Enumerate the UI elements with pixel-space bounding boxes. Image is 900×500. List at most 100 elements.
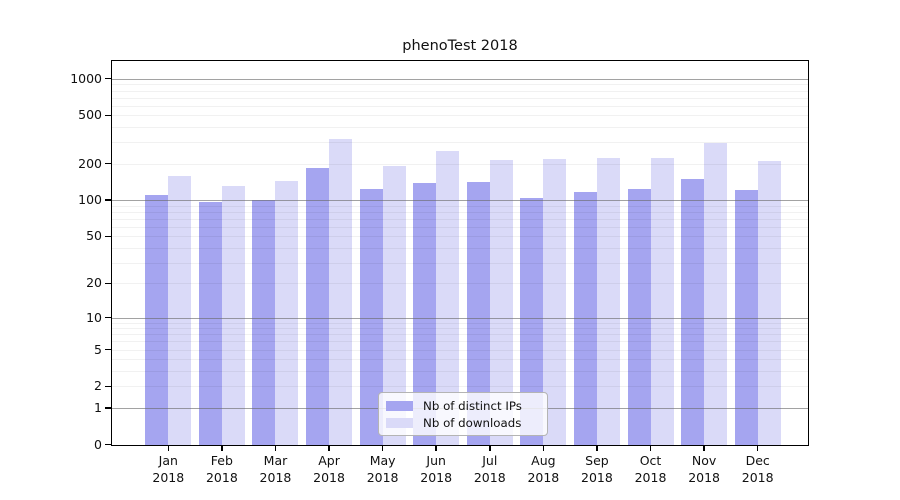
- y-gridline-major: [112, 78, 808, 80]
- x-tick-mark: [489, 444, 491, 451]
- x-tick-label: Apr 2018: [313, 452, 345, 485]
- y-gridline-minor: [112, 90, 808, 92]
- bar-downloads: [704, 142, 728, 445]
- y-tick-label: 20: [86, 275, 102, 291]
- x-tick-mark: [596, 444, 598, 451]
- y-tick-mark: [105, 407, 112, 409]
- x-tick-mark: [542, 444, 545, 451]
- x-tick-label: Jul 2018: [473, 452, 506, 485]
- bar-distinct-ips: [145, 195, 169, 445]
- x-tick-mark: [381, 444, 384, 451]
- bar-distinct-ips: [520, 198, 544, 445]
- y-tick-mark: [105, 348, 112, 351]
- y-gridline-minor: [112, 283, 808, 285]
- x-tick-label: Aug 2018: [527, 452, 560, 485]
- bar-downloads: [275, 181, 299, 445]
- legend-entry-downloads: Nb of downloads: [386, 415, 540, 432]
- bar-downloads: [650, 157, 674, 445]
- y-tick-label: 50: [86, 228, 102, 244]
- bar-downloads: [436, 150, 460, 445]
- x-tick-label: May 2018: [366, 452, 399, 485]
- bar-downloads: [329, 138, 353, 445]
- y-gridline-minor: [112, 205, 808, 207]
- y-tick-label: 2: [94, 378, 102, 394]
- bar-downloads: [596, 158, 620, 445]
- y-tick-label: 1: [94, 399, 102, 415]
- y-tick-mark: [105, 199, 112, 201]
- y-gridline-minor: [112, 211, 808, 213]
- bar-distinct-ips: [627, 189, 651, 445]
- y-gridline-minor: [112, 334, 808, 336]
- y-gridline-minor: [112, 247, 808, 249]
- y-tick-mark: [105, 316, 112, 319]
- y-tick-label: 1000: [70, 70, 102, 86]
- legend-swatch-downloads: [386, 417, 413, 429]
- y-tick-label: 5: [94, 341, 102, 357]
- y-tick-label: 0: [94, 436, 102, 452]
- bar-downloads: [221, 185, 245, 445]
- y-gridline-major: [112, 200, 808, 202]
- x-tick-mark: [167, 444, 170, 451]
- y-tick-label: 10: [86, 309, 102, 325]
- bar-distinct-ips: [413, 182, 437, 445]
- x-tick-mark: [756, 444, 759, 451]
- y-tick-mark: [105, 385, 112, 388]
- y-gridline-minor: [112, 236, 808, 238]
- bar-distinct-ips: [252, 199, 276, 445]
- y-tick-mark: [105, 443, 112, 446]
- bar-distinct-ips: [306, 168, 330, 445]
- x-tick-label: Mar 2018: [259, 452, 292, 485]
- x-tick-label: Nov 2018: [688, 452, 720, 485]
- y-gridline-major: [112, 317, 808, 319]
- bar-distinct-ips: [681, 178, 705, 445]
- legend-entry-distinct-ips: Nb of distinct IPs: [386, 398, 540, 415]
- y-gridline-minor: [112, 328, 808, 330]
- y-gridline-minor: [112, 262, 808, 264]
- y-tick-mark: [105, 162, 112, 165]
- bar-distinct-ips: [359, 188, 383, 445]
- chart-title: phenoTest 2018: [402, 38, 518, 54]
- x-tick-label: Sep 2018: [581, 452, 613, 485]
- y-gridline-minor: [112, 105, 808, 107]
- plot-area: [111, 59, 809, 446]
- x-tick-label: Dec 2018: [741, 452, 774, 485]
- y-tick-mark: [105, 235, 112, 238]
- y-tick-label: 200: [78, 155, 102, 171]
- y-tick-mark: [105, 282, 112, 285]
- y-gridline-minor: [112, 322, 808, 324]
- y-gridline-minor: [112, 349, 808, 351]
- legend-label-downloads: Nb of downloads: [423, 416, 522, 430]
- y-gridline-minor: [112, 359, 808, 361]
- y-tick-mark: [105, 114, 112, 117]
- x-tick-label: Jan 2018: [152, 452, 185, 485]
- bar-downloads: [489, 159, 513, 445]
- y-gridline-minor: [112, 371, 808, 373]
- legend-swatch-distinct-ips: [386, 400, 413, 412]
- x-tick-label: Oct 2018: [634, 452, 667, 485]
- bar-downloads: [382, 165, 406, 445]
- x-tick-mark: [649, 444, 652, 451]
- x-tick-label: Jun 2018: [420, 452, 453, 485]
- x-tick-mark: [435, 444, 437, 451]
- y-gridline-minor: [112, 226, 808, 228]
- legend-label-distinct-ips: Nb of distinct IPs: [423, 399, 522, 413]
- bar-downloads: [168, 175, 192, 445]
- y-gridline-minor: [112, 115, 808, 117]
- y-gridline-minor: [112, 218, 808, 220]
- y-gridline-minor: [112, 84, 808, 86]
- bar-distinct-ips: [734, 190, 758, 445]
- y-gridline-minor: [112, 127, 808, 129]
- y-tick-label: 100: [78, 192, 102, 208]
- x-tick-mark: [221, 444, 223, 451]
- y-gridline-minor: [112, 142, 808, 144]
- x-tick-mark: [328, 444, 330, 451]
- bar-downloads: [543, 159, 567, 445]
- legend: Nb of distinct IPs Nb of downloads: [378, 391, 548, 436]
- grid-layer: [112, 61, 808, 445]
- x-tick-mark: [274, 444, 277, 451]
- y-gridline-minor: [112, 386, 808, 388]
- y-tick-label: 500: [78, 107, 102, 123]
- y-gridline-minor: [112, 341, 808, 343]
- y-tick-mark: [105, 77, 112, 80]
